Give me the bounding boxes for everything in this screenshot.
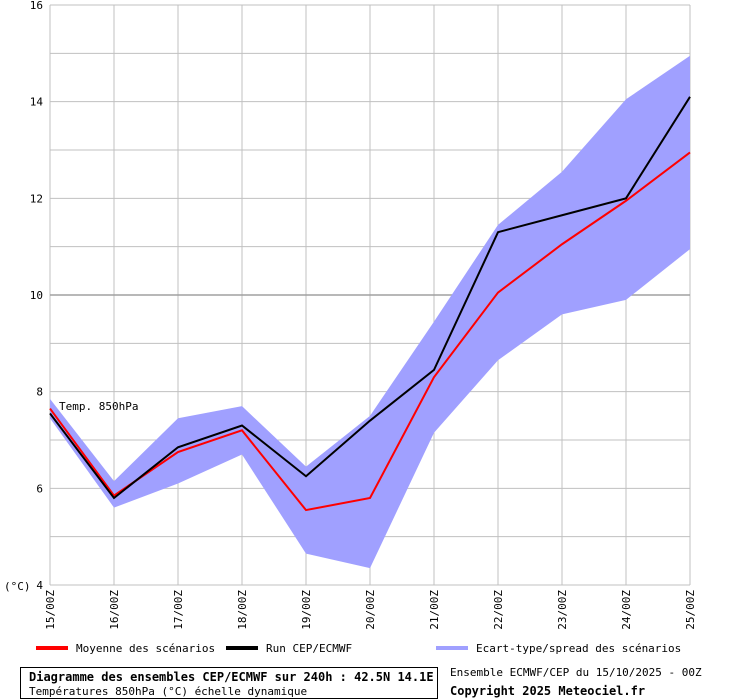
legend-label-run: Run CEP/ECMWF (266, 641, 353, 655)
y-tick-labels: 4 6 8 10 12 14 16 (30, 0, 44, 592)
x-tick-label: 22/00Z (492, 590, 505, 630)
chart-subtitle: Températures 850hPa (°C) échelle dynamiq… (29, 685, 308, 698)
y-unit-label: (°C) (4, 580, 31, 593)
spread-band-layer (50, 55, 690, 569)
x-tick-label: 18/00Z (236, 590, 249, 630)
chart-title-box: Diagramme des ensembles CEP/ECMWF sur 24… (20, 667, 438, 699)
legend-swatch-mean (36, 646, 68, 650)
series-lines (49, 96, 691, 512)
y-tick-label: 10 (30, 289, 43, 302)
spread-band (50, 55, 690, 569)
legend-item-run: Run CEP/ECMWF (226, 640, 352, 656)
run-line (49, 96, 691, 500)
x-tick-label: 25/00Z (684, 590, 697, 630)
mean-line (49, 151, 691, 512)
legend-swatch-run (226, 646, 258, 650)
x-tick-label: 23/00Z (556, 590, 569, 630)
run-info: Ensemble ECMWF/CEP du 15/10/2025 - 00Z (450, 666, 702, 679)
x-tick-label: 24/00Z (620, 590, 633, 630)
x-tick-label: 21/00Z (428, 590, 441, 630)
y-tick-label: 14 (30, 96, 44, 109)
y-tick-label: 6 (36, 482, 43, 495)
legend-swatch-spread (436, 646, 468, 650)
legend-label-mean: Moyenne des scénarios (76, 641, 216, 655)
legend-label-spread: Ecart-type/spread des scénarios (476, 641, 682, 655)
x-tick-label: 19/00Z (300, 590, 313, 630)
x-tick-label: 17/00Z (172, 590, 185, 630)
y-tick-label: 12 (30, 192, 43, 205)
copyright: Copyright 2025 Meteociel.fr (450, 684, 646, 698)
y-tick-label: 4 (36, 579, 43, 592)
chart-title: Diagramme des ensembles CEP/ECMWF sur 24… (29, 670, 434, 684)
legend-item-mean: Moyenne des scénarios (36, 640, 215, 656)
x-tick-label: 20/00Z (364, 590, 377, 630)
y-tick-label: 8 (36, 386, 43, 399)
legend-item-spread: Ecart-type/spread des scénarios (436, 640, 681, 656)
x-tick-label: 16/00Z (108, 590, 121, 630)
x-tick-labels: 15/00Z 16/00Z 17/00Z 18/00Z 19/00Z 20/00Z 21/0… (44, 590, 697, 630)
y-tick-label: 16 (30, 0, 43, 12)
x-tick-label: 15/00Z (44, 590, 57, 630)
series-annotation: Temp. 850hPa (59, 400, 138, 413)
